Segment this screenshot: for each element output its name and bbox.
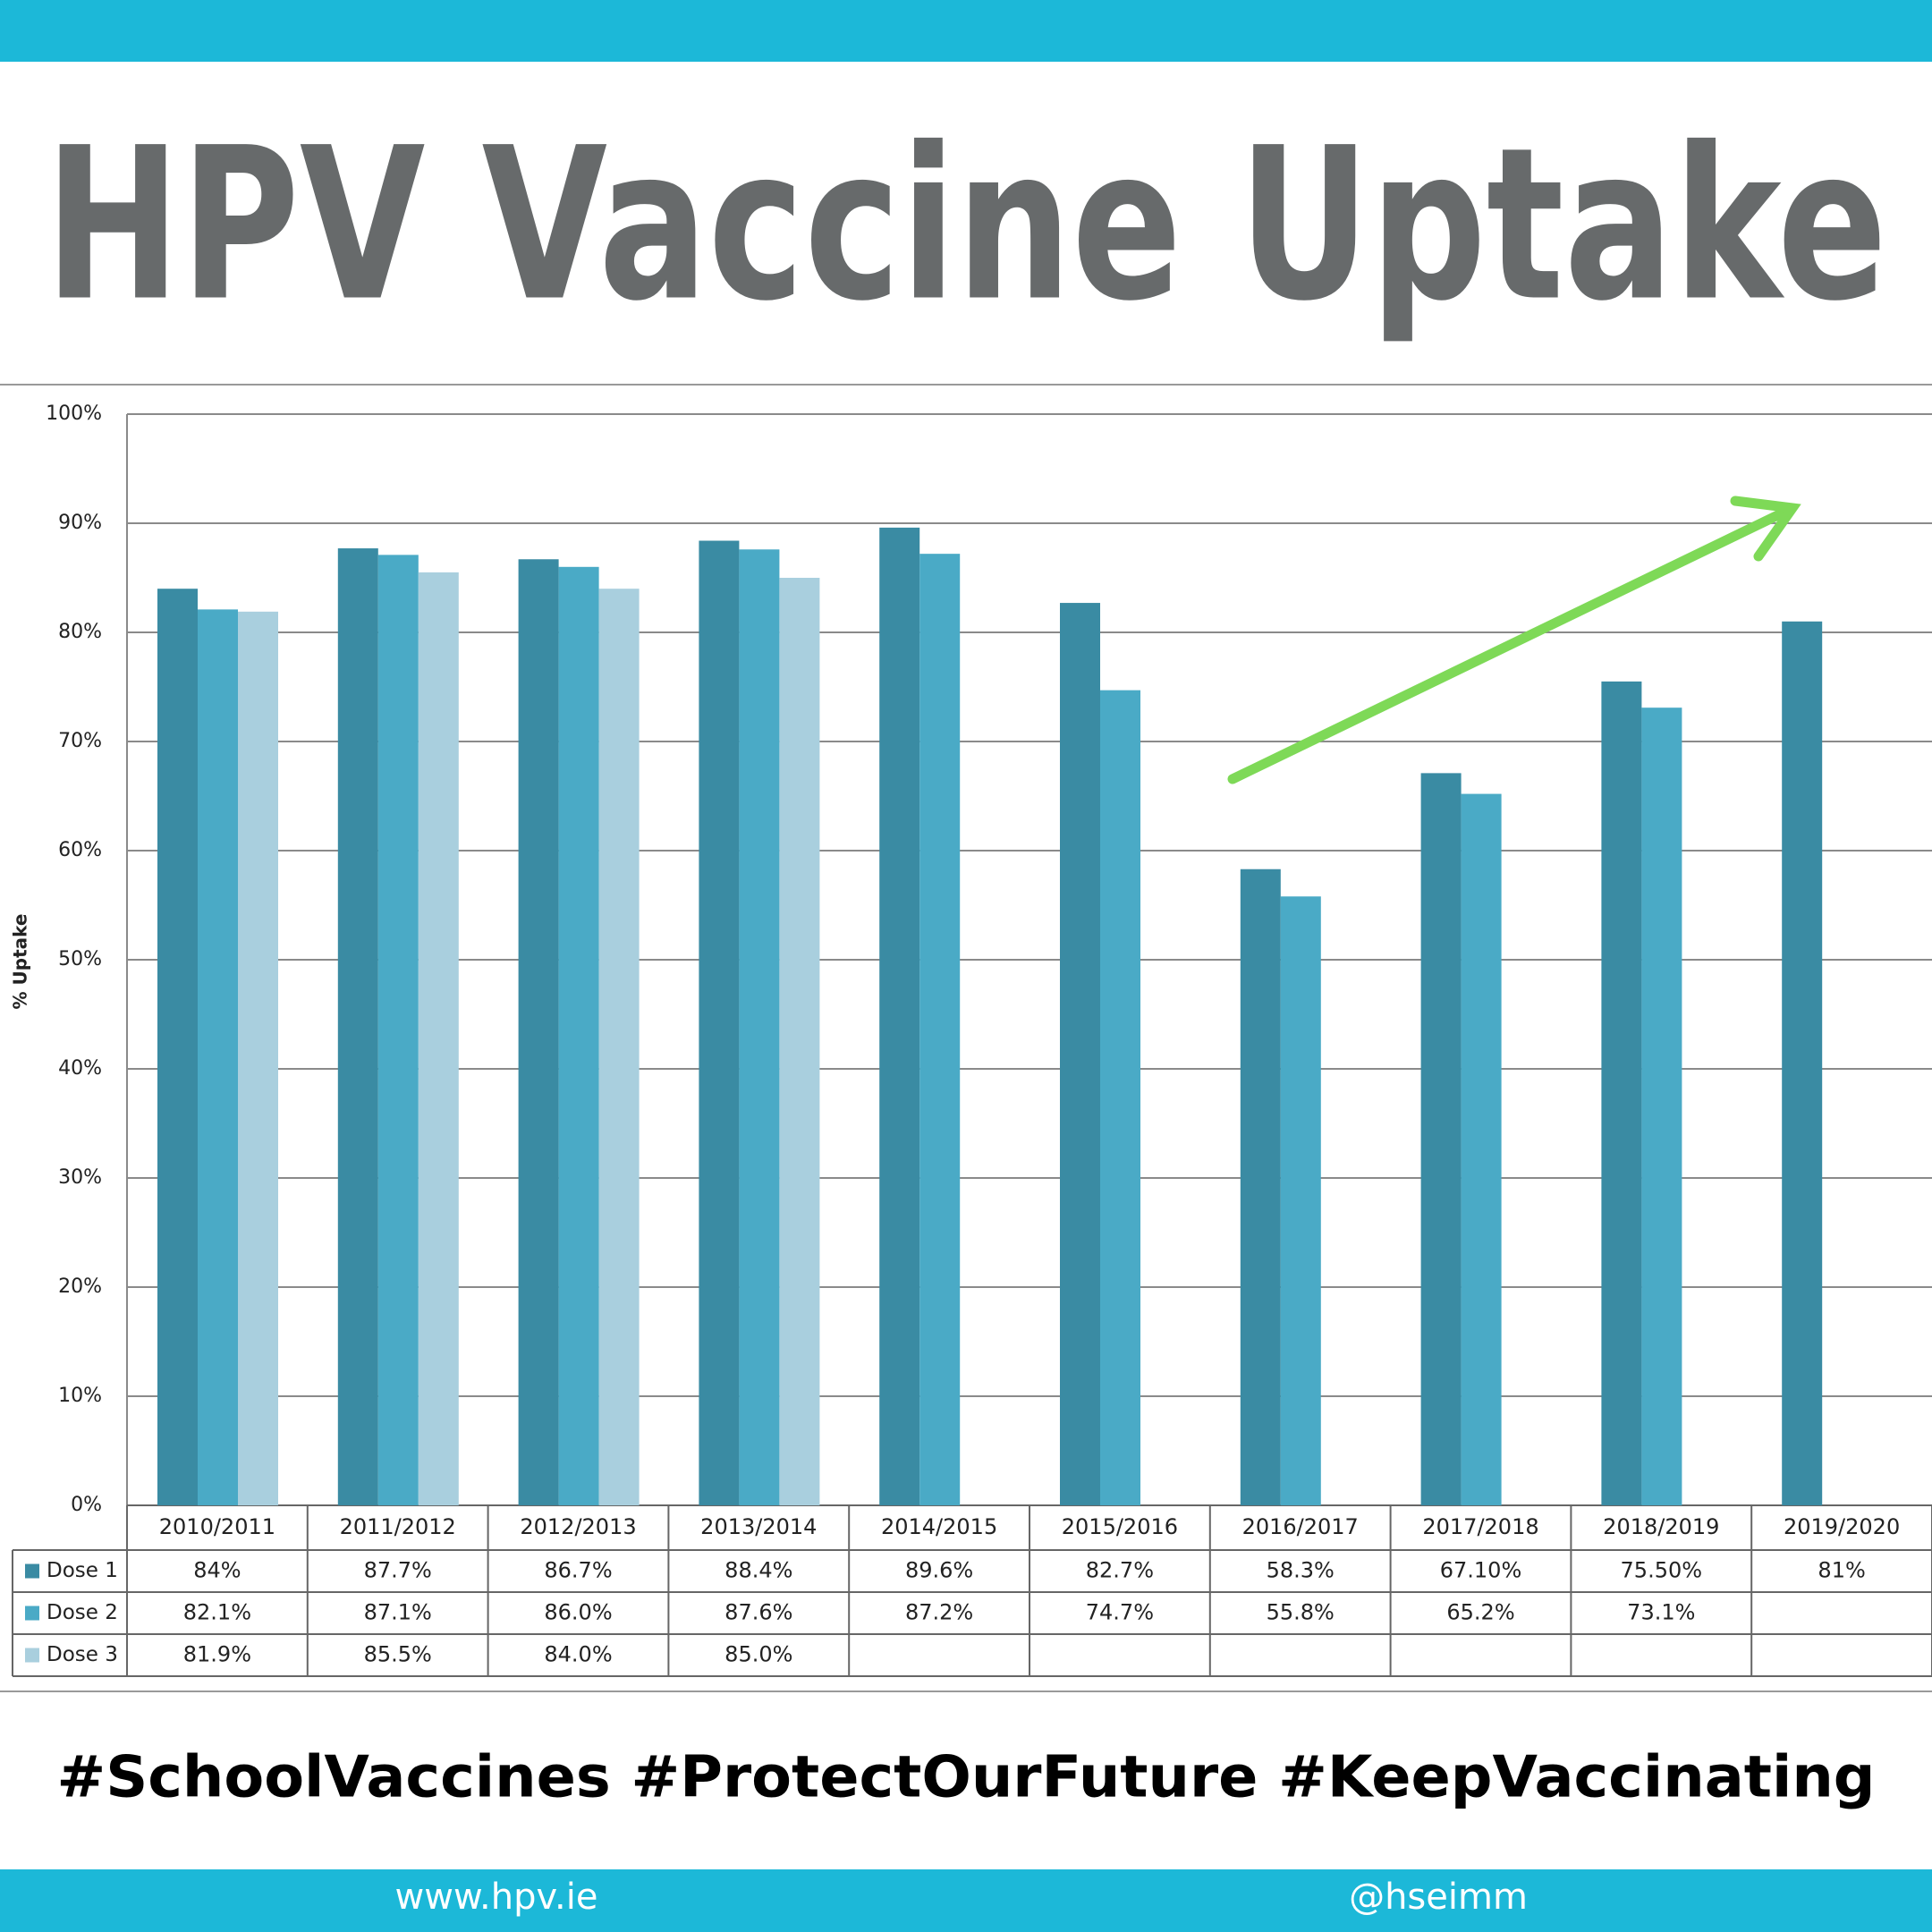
value-label: 65.2% <box>1446 1600 1514 1625</box>
bar <box>919 554 961 1506</box>
value-label: 84% <box>193 1558 241 1583</box>
y-tick-label: 80% <box>58 621 102 643</box>
value-label: 55.8% <box>1267 1600 1335 1625</box>
value-label: 85.5% <box>364 1642 432 1667</box>
bar <box>598 589 640 1506</box>
value-label: 87.7% <box>364 1558 432 1583</box>
value-label: 86.0% <box>544 1600 612 1625</box>
y-tick-label: 60% <box>58 839 102 861</box>
x-tick-label: 2013/2014 <box>700 1514 817 1539</box>
handle: @hseimm <box>1349 1877 1528 1918</box>
value-label: 87.6% <box>724 1600 792 1625</box>
value-label: 82.1% <box>183 1600 251 1625</box>
chart-title: HPV Vaccine Uptake <box>45 103 1887 347</box>
legend-label: Dose 3 <box>47 1643 118 1666</box>
bar <box>337 548 378 1505</box>
bar <box>418 572 459 1505</box>
bar <box>1100 690 1140 1505</box>
value-label: 82.7% <box>1086 1558 1154 1583</box>
value-label: 88.4% <box>724 1558 792 1583</box>
y-tick-label: 20% <box>58 1275 102 1298</box>
y-tick-label: 90% <box>58 512 102 534</box>
x-tick-label: 2012/2013 <box>520 1514 636 1539</box>
bar <box>1461 793 1502 1505</box>
x-tick-label: 2014/2015 <box>881 1514 997 1539</box>
value-label: 67.10% <box>1440 1558 1522 1583</box>
x-tick-label: 2010/2011 <box>159 1514 275 1539</box>
value-label: 87.1% <box>364 1600 432 1625</box>
bar <box>1240 869 1281 1505</box>
bar <box>879 527 920 1505</box>
value-label: 89.6% <box>905 1558 973 1583</box>
x-tick-label: 2019/2020 <box>1784 1514 1900 1539</box>
bar <box>779 578 820 1505</box>
legend-swatch <box>25 1606 39 1621</box>
value-label: 74.7% <box>1086 1600 1154 1625</box>
bar <box>198 609 238 1505</box>
bar <box>1060 603 1100 1505</box>
value-label: 75.50% <box>1621 1558 1703 1583</box>
bottom-bar <box>0 1869 1932 1932</box>
value-label: 81.9% <box>183 1642 251 1667</box>
value-label: 84.0% <box>544 1642 612 1667</box>
value-label: 73.1% <box>1627 1600 1695 1625</box>
x-tick-label: 2011/2012 <box>340 1514 456 1539</box>
hashtags: #SchoolVaccines #ProtectOurFuture #KeepV… <box>57 1745 1876 1811</box>
x-tick-label: 2018/2019 <box>1603 1514 1719 1539</box>
top-bar <box>0 0 1932 62</box>
x-tick-label: 2017/2018 <box>1422 1514 1538 1539</box>
value-label: 85.0% <box>724 1642 792 1667</box>
bar <box>238 611 278 1505</box>
x-tick-label: 2016/2017 <box>1242 1514 1359 1539</box>
bar <box>377 555 419 1505</box>
legend-label: Dose 2 <box>47 1601 118 1624</box>
y-axis-label: % Uptake <box>10 914 31 1010</box>
y-tick-label: 40% <box>58 1057 102 1080</box>
bar <box>558 566 599 1505</box>
value-label: 86.7% <box>544 1558 612 1583</box>
website: www.hpv.ie <box>395 1877 598 1918</box>
y-tick-label: 0% <box>71 1494 102 1516</box>
bar <box>1782 621 1823 1505</box>
y-tick-label: 50% <box>58 948 102 970</box>
bar <box>1601 681 1642 1505</box>
y-tick-label: 10% <box>58 1385 102 1407</box>
value-label: 58.3% <box>1267 1558 1335 1583</box>
y-tick-label: 100% <box>46 402 102 425</box>
bar <box>518 559 559 1505</box>
value-label: 81% <box>1818 1558 1865 1583</box>
value-label: 87.2% <box>905 1600 973 1625</box>
x-tick-label: 2015/2016 <box>1062 1514 1178 1539</box>
bar <box>1420 773 1462 1505</box>
legend-swatch <box>25 1563 39 1579</box>
trend-arrow <box>1227 496 1801 784</box>
y-tick-label: 70% <box>58 730 102 752</box>
y-tick-label: 30% <box>58 1166 102 1189</box>
plot: 0% 10% 20% 30% 40% 50% 60% 70% 80% 90% 100% 2010/20… <box>12 402 1932 1677</box>
bar <box>739 549 780 1505</box>
legend-swatch <box>25 1648 39 1663</box>
bar <box>157 589 198 1506</box>
legend-label: Dose 1 <box>47 1559 118 1582</box>
bar <box>699 540 740 1505</box>
bar <box>1280 896 1321 1505</box>
bar <box>1641 708 1682 1505</box>
